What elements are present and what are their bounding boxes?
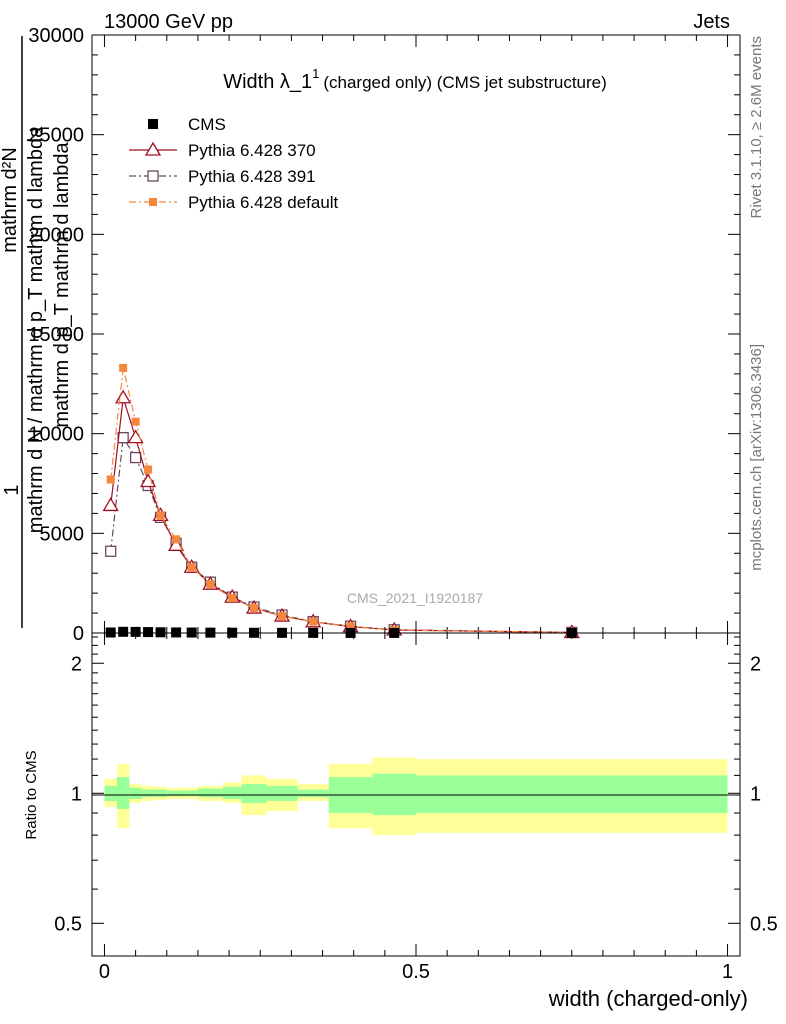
data-point <box>130 626 141 637</box>
data-point <box>117 432 129 444</box>
legend-label: Pythia 6.428 370 <box>188 141 316 160</box>
ratio-y-tick-label: 2 <box>71 653 82 675</box>
x-tick-label: 0 <box>99 961 110 983</box>
legend-label: Pythia 6.428 default <box>188 193 339 212</box>
main-series <box>102 363 580 639</box>
series-line <box>110 435 572 633</box>
y-tick-label: 0 <box>73 623 84 645</box>
data-point <box>228 594 237 603</box>
series-line <box>110 367 572 634</box>
data-point <box>172 535 181 544</box>
y-tick-label: 10000 <box>28 424 84 446</box>
ratio-band-inner <box>416 775 728 814</box>
data-point <box>106 475 115 484</box>
ratio-y-tick-label-right: 1 <box>750 783 761 805</box>
ratio-band-inner <box>266 785 298 801</box>
ratio-band-inner <box>222 786 242 799</box>
data-point <box>250 604 258 613</box>
main-title-sup: 1 <box>312 66 319 81</box>
ratio-band-inner <box>104 785 117 801</box>
energy-label: 13000 GeV pp <box>104 11 233 33</box>
data-point <box>115 389 132 404</box>
y-tick-label: 5000 <box>40 523 85 545</box>
series-line <box>110 397 572 634</box>
ratio-y-tick-label: 1 <box>71 783 82 805</box>
y-title-one: 1 <box>1 484 23 495</box>
data-point <box>102 497 119 512</box>
data-point <box>105 545 117 557</box>
main-title-rest: (charged only) (CMS jet substructure) <box>323 73 606 92</box>
ratio-band-inner <box>372 773 416 816</box>
main-title-text: Width λ_1 <box>223 71 312 93</box>
data-point <box>127 429 144 444</box>
data-point <box>131 417 140 426</box>
y-title-denominator-sub: mathrm d p_T mathrm d lambda <box>51 141 73 427</box>
ratio-y-tick-label: 0.5 <box>54 913 82 935</box>
series-0 <box>105 626 577 638</box>
ratio-y-tick-label-right: 0.5 <box>750 913 778 935</box>
data-point <box>129 451 142 464</box>
y-title-denominator: mathrm d²N <box>0 147 21 253</box>
watermark: CMS_2021_I1920187 <box>347 590 483 606</box>
ratio-band-inner <box>241 784 267 803</box>
data-point <box>206 580 215 589</box>
data-point <box>346 622 355 631</box>
ratio-band-inner <box>297 789 329 798</box>
legend-marker <box>147 170 159 182</box>
y-title-numerator: mathrm d N / mathrm d p_T mathrm d lambd… <box>25 126 47 533</box>
x-tick-label: 0.5 <box>402 961 430 983</box>
series-2 <box>105 432 578 639</box>
legend-marker <box>149 198 157 206</box>
ratio-y-ticks: 0.5 0.5 1 1 2 2 <box>54 636 778 935</box>
data-point <box>187 563 196 572</box>
data-point <box>156 511 165 520</box>
process-label: Jets <box>693 11 730 33</box>
data-point <box>155 627 166 638</box>
main-y-axis-title: 1 mathrm d N / mathrm d p_T mathrm d lam… <box>0 36 73 628</box>
ratio-band-inner <box>154 789 167 798</box>
data-point <box>167 537 185 551</box>
ratio-band-inner <box>141 789 155 798</box>
data-point <box>143 627 154 638</box>
data-point <box>118 626 129 637</box>
site-label: mcplots.cern.ch [arXiv:1306.3436] <box>748 344 765 571</box>
ratio-y-tick-label-right: 2 <box>750 653 761 675</box>
legend-label: CMS <box>188 115 226 134</box>
data-point <box>119 363 128 372</box>
legend: CMS Pythia 6.428 370 Pythia 6.428 391 Pythi… <box>129 115 339 212</box>
y-tick-label: 30000 <box>28 25 84 47</box>
ratio-band-inner <box>116 777 130 809</box>
legend-label: Pythia 6.428 391 <box>188 167 316 186</box>
rivet-label: Rivet 3.1.10, ≥ 2.6M events <box>748 36 765 219</box>
x-tick-label: 1 <box>722 961 733 983</box>
ratio-x-ticks: 0 0.5 1 <box>99 633 733 983</box>
ratio-band-inner <box>129 787 142 799</box>
ratio-bands <box>104 757 728 836</box>
data-point <box>278 612 287 621</box>
main-title: Width λ_11 (charged only) (CMS jet substr… <box>223 66 607 93</box>
data-point <box>171 627 182 638</box>
ratio-y-title: Ratio to CMS <box>23 750 40 839</box>
x-axis-title: width (charged-only) <box>548 986 748 1011</box>
y-tick-label: 25000 <box>28 125 84 147</box>
legend-marker <box>148 119 158 129</box>
data-point <box>309 617 318 626</box>
series-3 <box>106 363 576 637</box>
main-plot: 0 5000 10000 15000 20000 25000 30000 Width λ_1… <box>28 25 741 645</box>
ratio-band-inner <box>197 788 223 798</box>
ratio-band-inner <box>166 790 186 797</box>
legend-marker <box>144 141 162 156</box>
main-y-ticks: 0 5000 10000 15000 20000 25000 30000 <box>28 25 740 645</box>
data-point <box>144 465 153 474</box>
ratio-plot: 0.5 0.51 12 2 0 0.5 1 Ratio to CMS width (cha… <box>23 632 778 1011</box>
y-tick-label: 20000 <box>28 224 84 246</box>
ratio-band-inner <box>185 790 198 797</box>
series-1 <box>102 389 580 639</box>
y-tick-label: 15000 <box>28 324 84 346</box>
